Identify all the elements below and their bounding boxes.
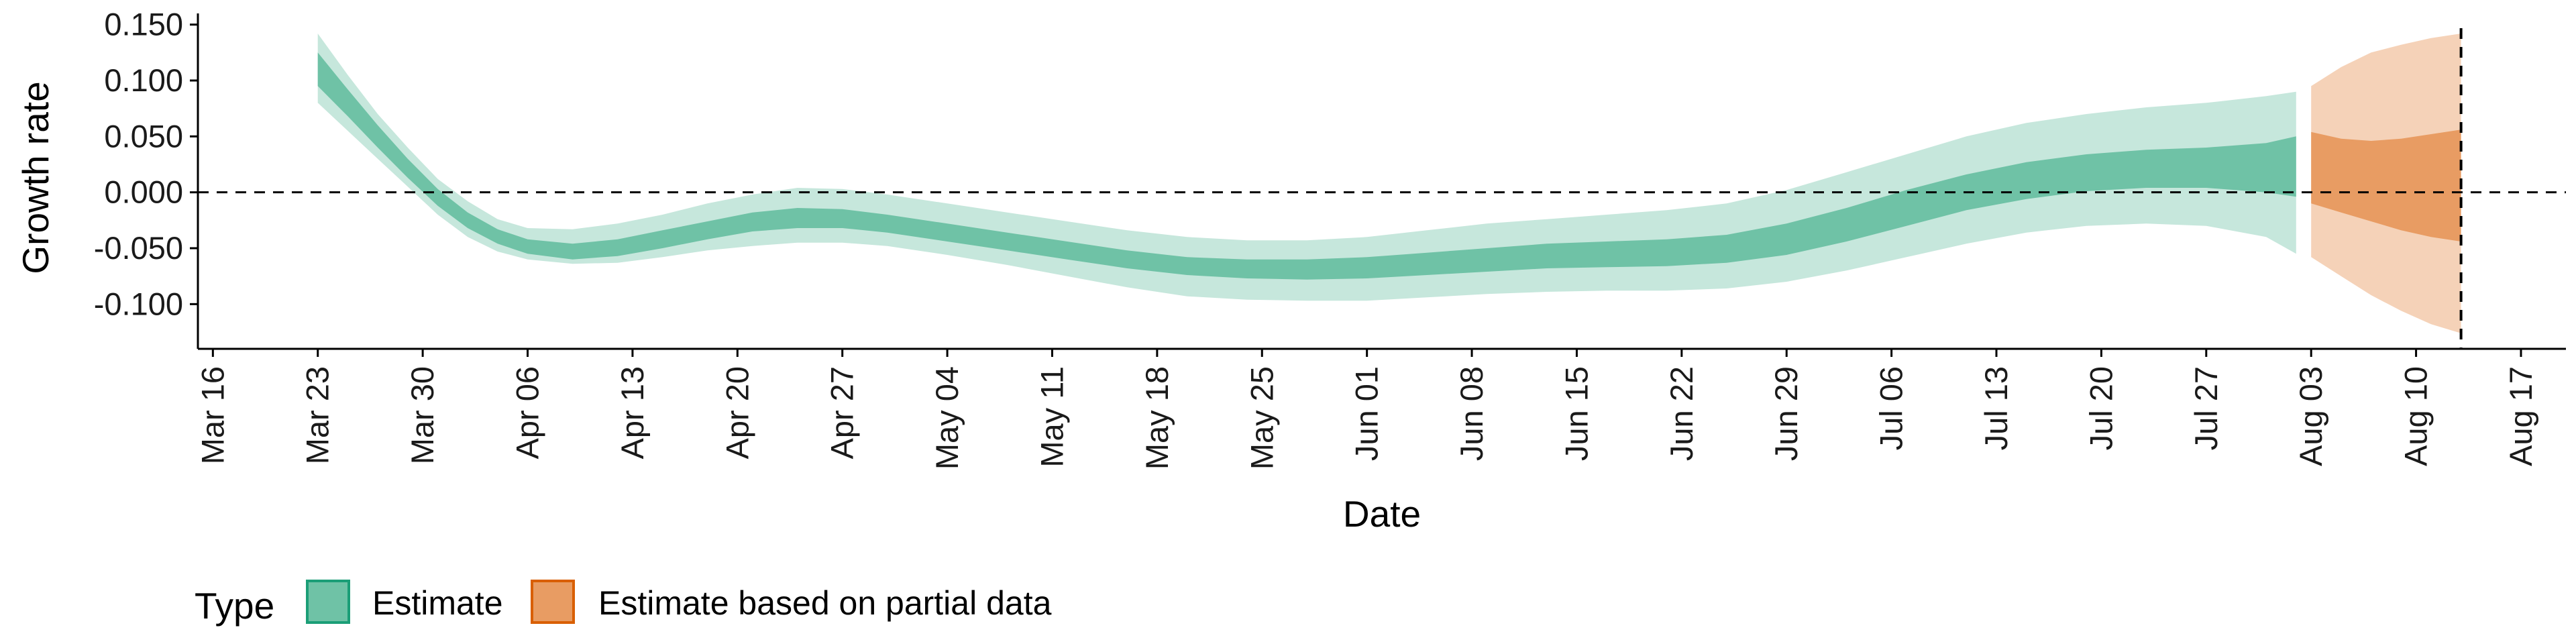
y-tick-label: -0.050: [94, 230, 183, 266]
bands-layer: [317, 34, 2461, 333]
y-tick-label: 0.050: [104, 118, 183, 154]
legend-label-estimate: Estimate: [372, 584, 503, 622]
band-50-partial: [2311, 129, 2461, 241]
x-tick-label: Aug 10: [2398, 366, 2434, 466]
legend: Type Estimate Estimate based on partial …: [195, 580, 1052, 627]
x-tick-label: Mar 16: [195, 366, 230, 464]
x-tick-label: Jul 06: [1874, 366, 1909, 450]
x-tick-label: May 04: [929, 366, 965, 470]
legend-label-partial-data: Estimate based on partial data: [598, 584, 1052, 622]
x-ticks: Mar 16 Mar 23 Mar 30 Apr 06 Apr 13 Apr 20 Apr …: [195, 349, 2538, 470]
x-tick-label: Aug 17: [2503, 366, 2538, 466]
x-tick-label: May 18: [1139, 366, 1175, 470]
legend-swatch-estimate: [306, 580, 350, 624]
x-tick-label: Jul 13: [1978, 366, 2014, 450]
x-tick-label: Jun 29: [1768, 366, 1804, 461]
y-tick-label: 0.150: [104, 7, 183, 42]
x-tick-label: May 25: [1244, 366, 1279, 470]
x-tick-label: Apr 27: [824, 366, 860, 459]
legend-title: Type: [195, 585, 274, 627]
x-tick-label: Mar 30: [405, 366, 440, 464]
y-tick-label: 0.000: [104, 174, 183, 210]
y-tick-label: -0.100: [94, 286, 183, 321]
x-tick-label: Jul 27: [2188, 366, 2224, 450]
band-50-estimate: [317, 52, 2296, 280]
x-tick-label: Jun 01: [1349, 366, 1385, 461]
x-tick-label: Jul 20: [2083, 366, 2118, 450]
y-ticks: 0.150 0.100 0.050 0.000 -0.050 -0.100: [94, 7, 198, 321]
x-tick-label: Aug 03: [2293, 366, 2328, 466]
reference-lines: [198, 28, 2566, 349]
y-axis-title: Growth rate: [15, 81, 56, 274]
x-axis-title: Date: [1343, 493, 1421, 535]
x-tick-label: May 11: [1034, 366, 1069, 468]
x-tick-label: Apr 06: [510, 366, 545, 459]
axes-layer: [197, 13, 2566, 350]
y-tick-label: 0.100: [104, 62, 183, 98]
x-tick-label: Mar 23: [300, 366, 335, 464]
x-tick-label: Jun 08: [1454, 366, 1489, 461]
x-tick-label: Apr 13: [614, 366, 650, 459]
x-tick-label: Jun 15: [1558, 366, 1594, 461]
x-tick-label: Apr 20: [719, 366, 755, 459]
legend-swatch-partial-data: [531, 580, 575, 624]
x-tick-label: Jun 22: [1664, 366, 1699, 461]
